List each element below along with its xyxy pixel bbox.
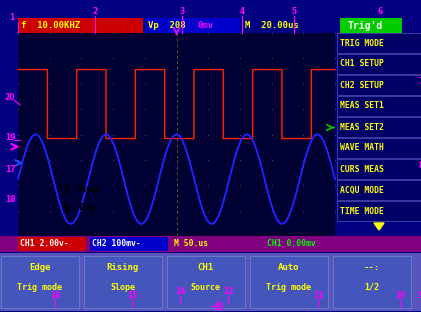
Bar (172, 237, 240, 251)
Text: 16: 16 (50, 290, 60, 300)
Text: TIME MODE: TIME MODE (340, 207, 384, 216)
Bar (242, 18, 332, 33)
Bar (166, 256, 245, 308)
Polygon shape (374, 223, 384, 230)
Bar (337, 117, 421, 137)
Text: 1: 1 (9, 13, 15, 22)
Bar (337, 159, 421, 179)
Bar (265, 237, 355, 251)
Bar (340, 18, 402, 33)
Text: Auto: Auto (278, 262, 299, 271)
Bar (250, 256, 328, 308)
Text: 17: 17 (5, 165, 15, 174)
Bar (337, 138, 421, 158)
Bar (18, 237, 86, 251)
Bar (18, 33, 335, 236)
Text: CH2 100mv-: CH2 100mv- (92, 240, 141, 248)
Text: MEAS SET2: MEAS SET2 (340, 123, 384, 131)
Text: Trig mode: Trig mode (266, 282, 311, 291)
Bar (0, 253, 421, 311)
Bar (337, 75, 421, 95)
Text: 13: 13 (213, 304, 223, 312)
Text: Rising: Rising (107, 262, 139, 271)
Text: Edge: Edge (29, 262, 50, 271)
Text: CH2 SETUP: CH2 SETUP (340, 80, 384, 90)
Text: 5: 5 (291, 7, 296, 17)
Text: -Time: -Time (76, 185, 99, 194)
Text: 11: 11 (313, 290, 323, 300)
Bar (0, 256, 78, 308)
Text: CURS MEAS: CURS MEAS (340, 164, 384, 173)
Text: CH1 2.00v-: CH1 2.00v- (20, 240, 69, 248)
Text: 20: 20 (5, 94, 15, 103)
Text: 6: 6 (377, 7, 383, 17)
Text: CH1 SETUP: CH1 SETUP (340, 60, 384, 69)
Text: M 50.us: M 50.us (174, 240, 208, 248)
Text: 4: 4 (240, 7, 245, 17)
Text: Slope: Slope (110, 282, 135, 291)
Text: M  20.00us: M 20.00us (245, 21, 299, 30)
Text: f  10.00KHZ: f 10.00KHZ (21, 21, 80, 30)
Text: 0mv: 0mv (197, 21, 213, 30)
Text: 10: 10 (395, 290, 405, 300)
Bar (333, 256, 410, 308)
Text: 19: 19 (5, 134, 15, 143)
Bar (0, 0, 421, 33)
Text: Vp  208: Vp 208 (148, 21, 186, 30)
Text: 1/2: 1/2 (364, 282, 379, 291)
Bar (337, 96, 421, 116)
Bar (18, 18, 143, 33)
Bar (337, 33, 421, 53)
Text: 7: 7 (418, 77, 421, 86)
Text: 14: 14 (175, 287, 185, 296)
Bar (83, 256, 162, 308)
Bar (337, 201, 421, 221)
Text: Trig'd: Trig'd (348, 21, 383, 31)
Text: 15: 15 (127, 290, 137, 300)
Text: Source: Source (190, 282, 221, 291)
Bar (145, 18, 240, 33)
Bar (90, 237, 168, 251)
Text: CH1: CH1 (197, 262, 213, 271)
Bar (337, 180, 421, 200)
Text: 2: 2 (92, 7, 98, 17)
Bar (337, 54, 421, 74)
Text: CH1 0.00mv: CH1 0.00mv (267, 240, 316, 248)
Text: 8: 8 (418, 160, 421, 169)
Text: 18: 18 (5, 196, 15, 204)
Text: 12: 12 (223, 287, 233, 296)
Text: Trig mode: Trig mode (17, 282, 62, 291)
Text: 9: 9 (418, 290, 421, 300)
Text: ACQU MODE: ACQU MODE (340, 186, 384, 194)
Text: TRIG MODE: TRIG MODE (340, 38, 384, 47)
Text: --:: --: (363, 262, 380, 271)
Text: MEAS SET1: MEAS SET1 (340, 101, 384, 110)
Text: -Trig: -Trig (76, 203, 95, 212)
Text: 3: 3 (179, 7, 185, 17)
Text: WAVE MATH: WAVE MATH (340, 144, 384, 153)
Bar (0, 236, 421, 252)
